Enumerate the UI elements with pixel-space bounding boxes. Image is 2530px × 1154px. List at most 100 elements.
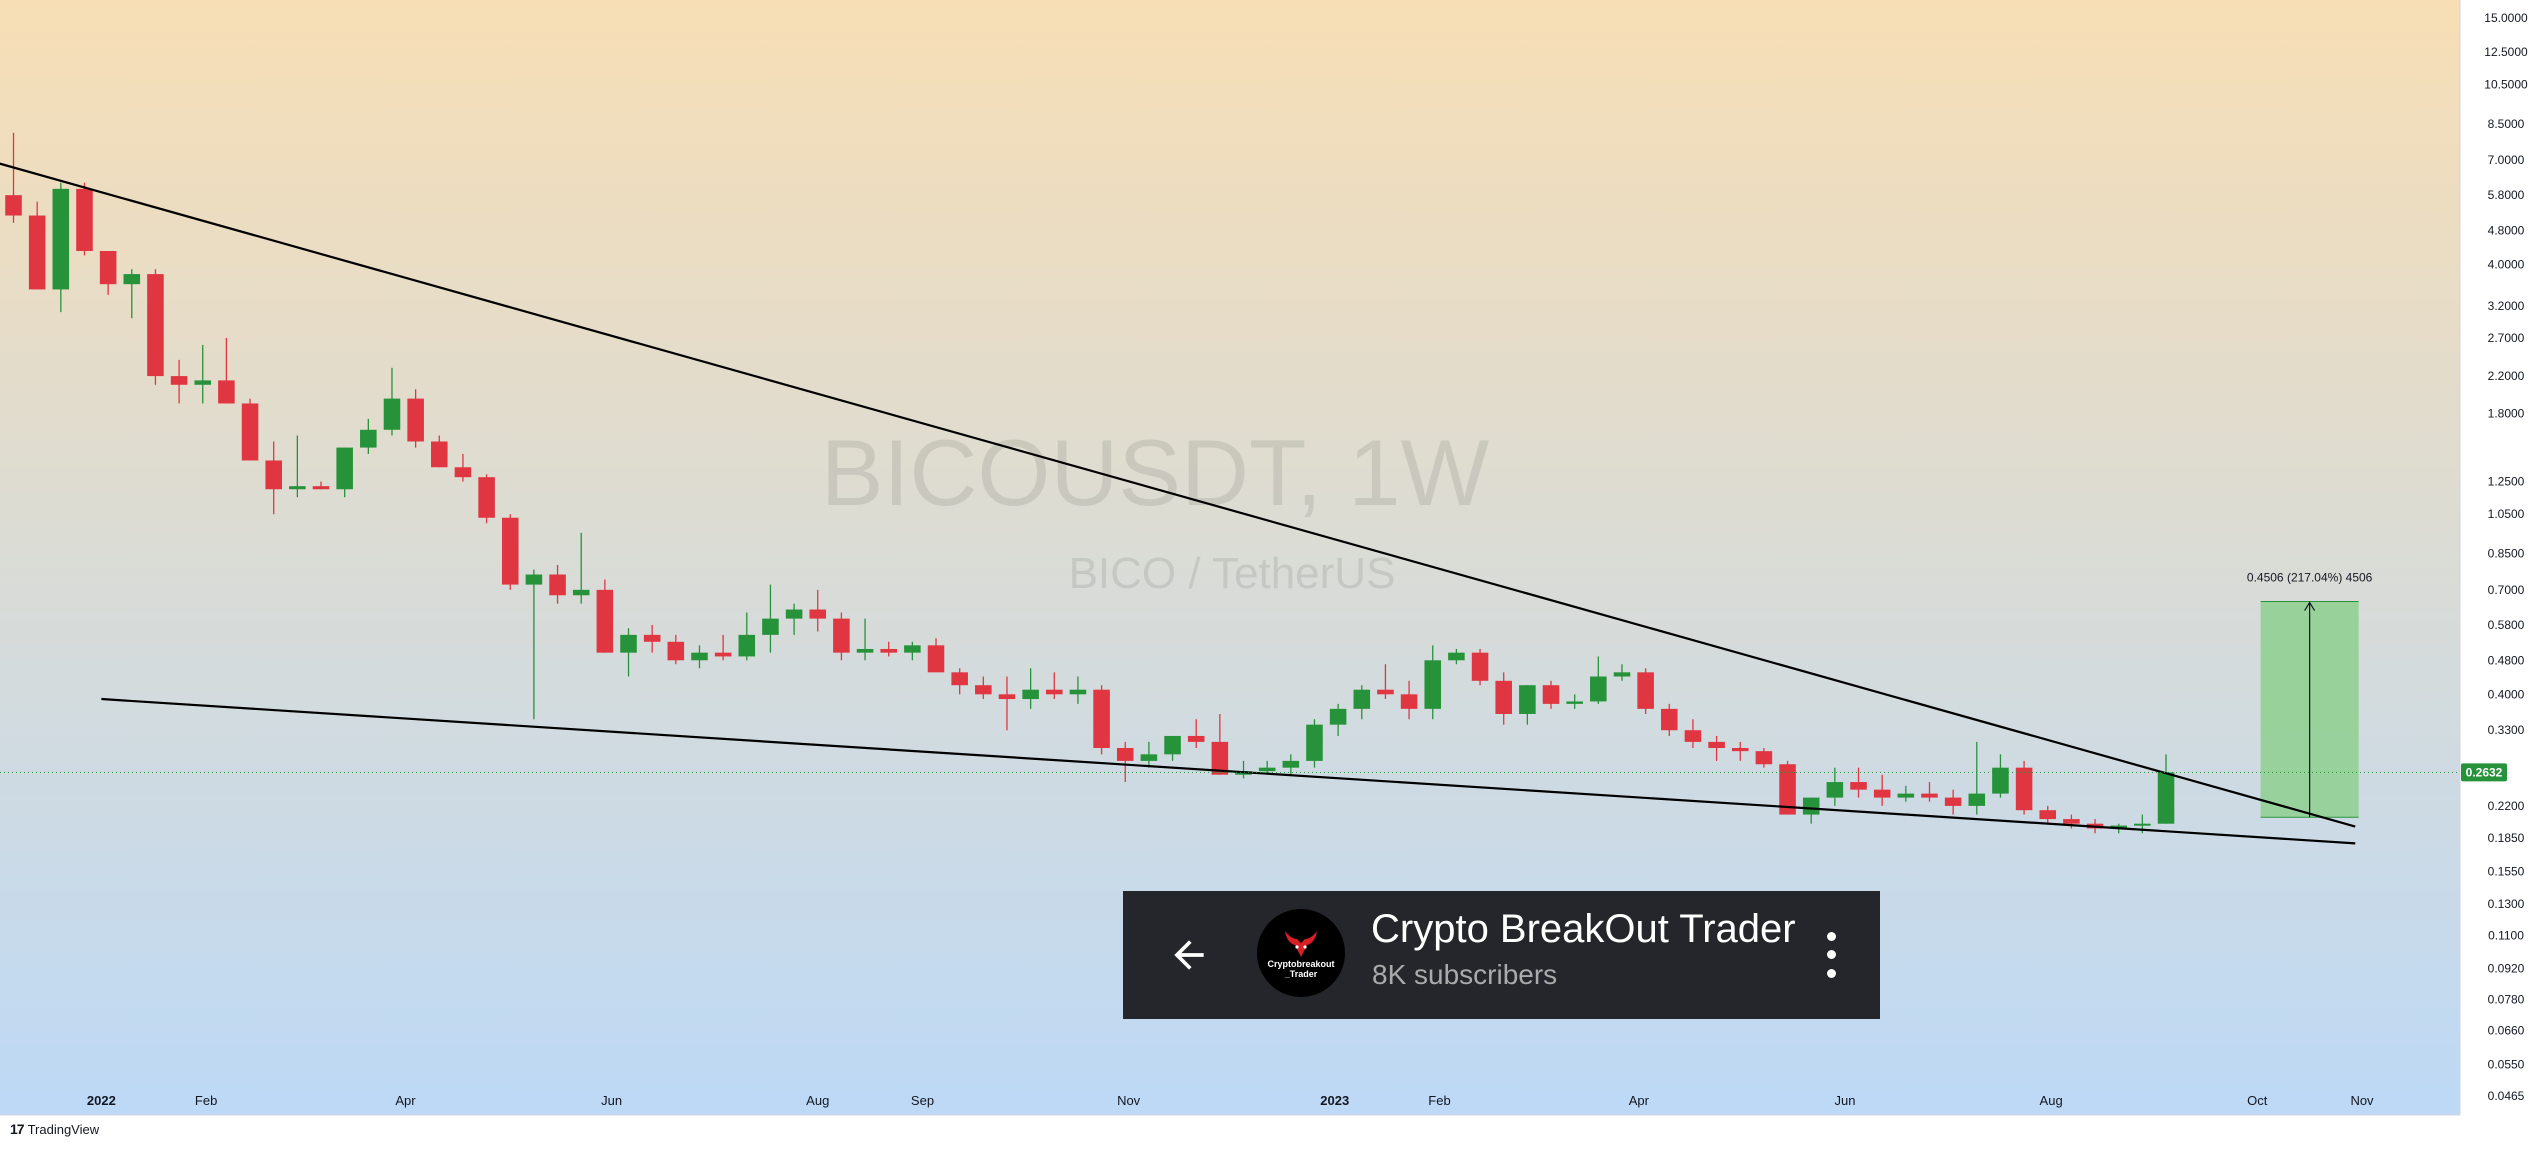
candle	[1093, 685, 1110, 755]
candle-body	[904, 645, 921, 653]
candle-body	[549, 574, 566, 596]
price-line-layer: 0.2632	[0, 763, 2507, 782]
y-tick-label: 8.5000	[2488, 117, 2525, 131]
y-tick-label: 0.7000	[2488, 583, 2525, 597]
candle	[1684, 719, 1702, 749]
candle-body	[1187, 735, 1205, 742]
candle-body	[99, 251, 117, 285]
candle-body	[1613, 672, 1631, 677]
y-tick-label: 1.0500	[2488, 507, 2525, 521]
y-tick-label: 7.0000	[2488, 153, 2525, 167]
candle	[265, 441, 282, 515]
candle-body	[1164, 735, 1181, 755]
candle-body	[501, 517, 519, 585]
candle	[1613, 664, 1631, 681]
y-tick-label: 0.0465	[2488, 1089, 2525, 1103]
x-tick-label: Feb	[195, 1093, 217, 1108]
y-tick-label: 0.0780	[2488, 992, 2525, 1006]
candle-body	[998, 694, 1016, 700]
x-tick-label: Nov	[1117, 1093, 1141, 1108]
candle-body	[2110, 825, 2127, 829]
candle-body	[1897, 793, 1915, 798]
youtube-channel-overlay[interactable]: Cryptobreakout _Trader Crypto BreakOut T…	[1123, 891, 1880, 1019]
x-tick-label: Nov	[2350, 1093, 2374, 1108]
candle-body	[1448, 652, 1465, 661]
candle	[2157, 754, 2175, 824]
y-tick-label: 15.0000	[2484, 11, 2528, 25]
tradingview-logo[interactable]: 17 TradingView	[10, 1121, 99, 1137]
y-tick-label: 2.2000	[2488, 369, 2525, 383]
candle-body	[667, 641, 685, 661]
candle	[1802, 797, 1820, 824]
y-tick-label: 1.2500	[2488, 475, 2525, 489]
candle	[1187, 719, 1205, 749]
candle-body	[525, 574, 543, 585]
x-axis[interactable]: 2022 Feb Apr Jun Aug Sep Nov 2023 Feb Apr Jun Aug Oc…	[87, 1093, 2374, 1108]
y-tick-label: 10.5000	[2484, 77, 2528, 91]
candle	[1164, 735, 1181, 761]
y-tick-label: 0.3300	[2488, 723, 2525, 737]
x-tick-label: Oct	[2247, 1093, 2268, 1108]
candle-body	[1873, 789, 1891, 798]
candle	[785, 603, 803, 635]
candle	[2039, 805, 2057, 824]
candle-body	[194, 380, 212, 385]
channel-avatar[interactable]: Cryptobreakout _Trader	[1257, 909, 1345, 997]
trendlines-layer	[0, 162, 2356, 845]
more-vert-icon	[1826, 969, 1836, 979]
lower-trendline	[101, 697, 2356, 845]
candle-body	[785, 609, 803, 619]
more-options-button[interactable]	[1817, 927, 1845, 983]
candle	[1282, 754, 1300, 775]
x-tick-label: Feb	[1428, 1093, 1450, 1108]
y-tick-label: 5.8000	[2488, 188, 2525, 202]
candle-body	[336, 447, 353, 490]
channel-name[interactable]: Crypto BreakOut Trader	[1371, 907, 1796, 951]
candle	[431, 435, 448, 468]
y-tick-label: 0.0550	[2488, 1058, 2525, 1072]
y-axis[interactable]: 15.0000 12.5000 10.5000 8.5000 7.0000 5.8000 4…	[2484, 11, 2528, 1103]
candle	[1731, 741, 1749, 761]
candle	[1377, 664, 1394, 700]
candle-body	[1661, 708, 1678, 731]
y-tick-label: 0.1100	[2488, 928, 2524, 942]
candle	[691, 645, 708, 669]
candle-body	[1590, 676, 1607, 702]
candle-body	[360, 429, 377, 448]
back-button[interactable]	[1159, 925, 1219, 985]
candle	[596, 579, 614, 653]
avatar-text: Cryptobreakout _Trader	[1267, 959, 1335, 979]
candle	[1826, 767, 1844, 806]
candle	[501, 514, 519, 590]
candle	[714, 634, 732, 661]
candle-body	[643, 634, 661, 642]
candle	[1566, 694, 1583, 709]
tradingview-icon: 17	[10, 1121, 25, 1137]
candle	[1116, 741, 1134, 783]
candle	[241, 398, 259, 461]
candle	[1448, 648, 1465, 665]
candle	[123, 269, 141, 319]
candle	[1400, 680, 1418, 720]
candle-body	[28, 215, 46, 290]
candle-body	[975, 685, 992, 695]
candle-body	[1022, 689, 1039, 700]
candle	[809, 589, 827, 632]
subscriber-count: 8K subscribers	[1372, 959, 1558, 990]
candle-body	[170, 376, 188, 385]
candle-body	[1779, 764, 1796, 815]
candle-body	[1282, 760, 1300, 768]
current-price-badge	[2461, 763, 2507, 782]
candle	[998, 676, 1016, 731]
candle	[1471, 648, 1489, 686]
candle-body	[1424, 660, 1442, 709]
candle-body	[312, 486, 330, 490]
candle-body	[2015, 767, 2033, 811]
candle	[218, 337, 235, 404]
candle-body	[927, 645, 945, 673]
candle-body	[1306, 724, 1323, 761]
candle-body	[1140, 754, 1158, 761]
candle	[667, 634, 685, 665]
